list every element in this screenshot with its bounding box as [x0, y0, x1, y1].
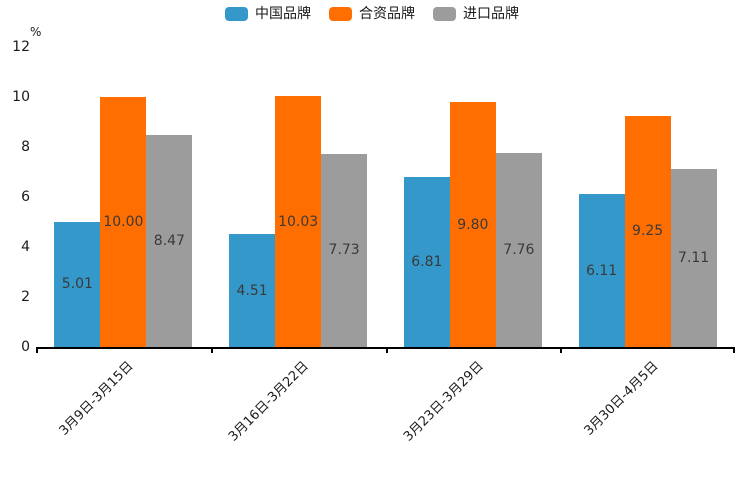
legend-item: 中国品牌: [225, 7, 311, 21]
y-tick-label: 2: [21, 289, 30, 305]
bar-value-label: 7.76: [503, 242, 535, 258]
y-axis-unit-label: %: [30, 25, 42, 39]
bar: [100, 97, 147, 347]
x-axis-tick: [385, 347, 388, 353]
legend-swatch-china: [225, 7, 248, 21]
bar-value-label: 6.81: [411, 253, 443, 270]
x-category-label: 3月23日-3月29日: [400, 358, 487, 445]
legend-swatch-joint-venture: [329, 7, 352, 21]
y-tick-label: 6: [21, 189, 30, 205]
bar-value-label: 9.25: [632, 223, 664, 240]
y-tick-label: 10: [12, 89, 30, 105]
bar-value-label: 7.73: [328, 242, 360, 259]
bar-value-label: 9.80: [457, 216, 489, 233]
bar-value-label: 10.00: [103, 214, 144, 230]
bar: [275, 96, 322, 347]
bar: [624, 115, 671, 347]
x-axis-tick: [36, 347, 38, 353]
y-tick-label: 4: [21, 239, 30, 255]
legend-label: 合资品牌: [359, 6, 415, 22]
legend-item: 合资品牌: [329, 7, 415, 21]
x-category-label: 3月9日-3月15日: [56, 358, 137, 439]
bar: [54, 221, 101, 347]
plot-area: 5.01 4.51 6.81 6.11 10.00 10.03 9.80 9.25 8.47 7.…: [36, 47, 735, 445]
legend-item: 进口品牌: [433, 7, 519, 21]
x-axis-tick: [210, 347, 213, 353]
bar-value-label: 8.47: [153, 233, 185, 250]
bar: [403, 176, 450, 347]
y-tick-label: 12: [12, 39, 30, 55]
bar: [670, 169, 717, 347]
legend-label: 中国品牌: [255, 6, 311, 22]
bar: [449, 102, 496, 347]
x-axis-tick: [560, 347, 563, 353]
bar: [495, 153, 542, 347]
bar: [146, 135, 193, 347]
x-category-label: 3月16日-3月22日: [225, 358, 312, 445]
bar-value-label: 7.11: [678, 250, 710, 267]
x-category-label: 3月30日-4月5日: [581, 358, 662, 439]
y-tick-label: 8: [21, 139, 30, 155]
bar-value-label: 10.03: [278, 213, 319, 230]
x-axis-tick: [733, 347, 735, 353]
bar-value-label: 5.01: [61, 276, 93, 293]
bar: [321, 153, 368, 347]
y-tick-label: 0: [21, 339, 30, 355]
bar-value-label: 6.11: [586, 262, 618, 279]
bar-value-label: 4.51: [236, 282, 268, 299]
legend-label: 进口品牌: [463, 6, 519, 22]
legend: 中国品牌 合资品牌 进口品牌: [0, 7, 744, 21]
bar: [578, 194, 625, 347]
bar: [229, 234, 276, 347]
legend-swatch-imported: [433, 7, 456, 21]
